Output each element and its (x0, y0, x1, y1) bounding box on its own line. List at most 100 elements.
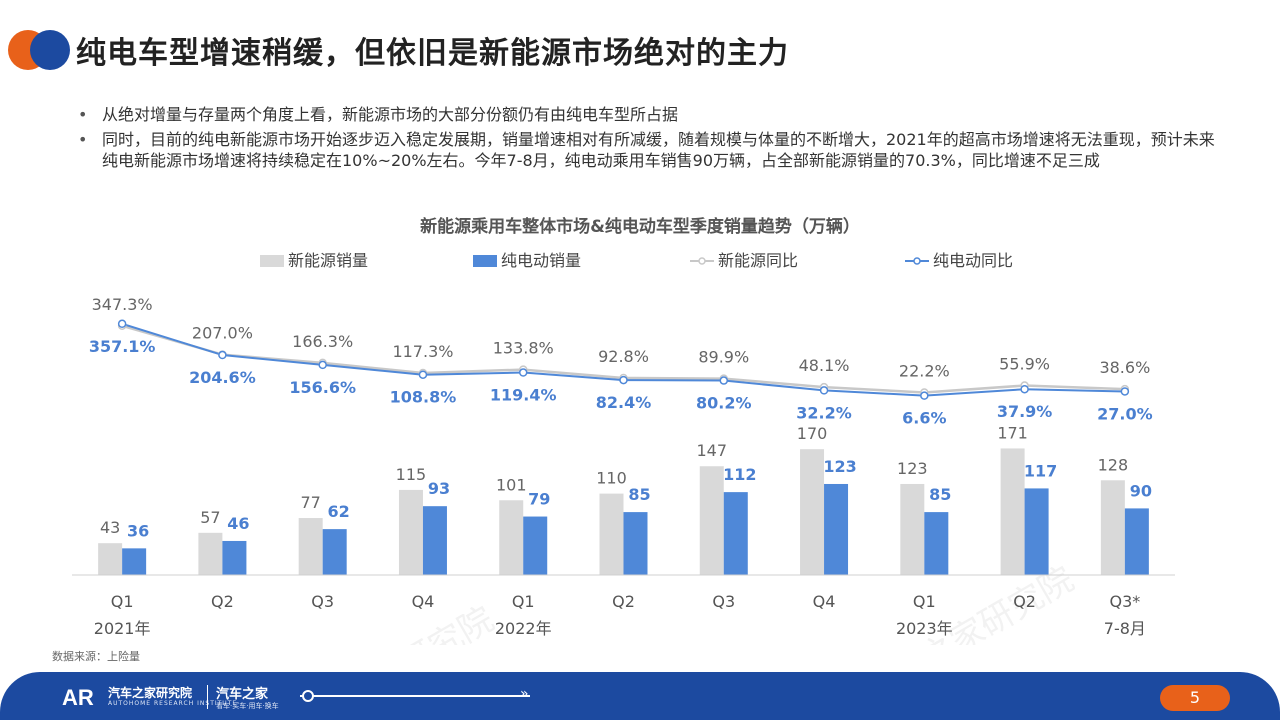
legend-item: 纯电动同比 (905, 251, 1013, 270)
bar-pure-ev (1124, 508, 1149, 575)
autohome-research-logo-icon: AR (62, 686, 94, 708)
page-title: 纯电车型增速稍缓，但依旧是新能源市场绝对的主力 (76, 36, 789, 71)
bar-pure-ev (924, 512, 949, 575)
bar-total (900, 483, 925, 575)
bar-pure-ev-label: 90 (1130, 481, 1152, 500)
bar-pure-ev (322, 529, 347, 575)
page-number: 5 (1160, 685, 1230, 711)
bar-pure-ev-label: 123 (823, 457, 856, 476)
x-axis: Q1 Q2 Q3 Q4 Q1 Q2 Q3 Q4 Q1 Q2 Q3* 2021年 2022年 2023年 7-… (72, 574, 1175, 638)
total-yoy-label: 207.0% (192, 324, 253, 343)
point-pure-ev-yoy (1020, 384, 1029, 394)
bar-pure-ev-label: 117 (1024, 461, 1057, 480)
bar-pure-ev (1024, 488, 1049, 575)
total-yoy-label: 38.6% (1099, 358, 1150, 377)
x-group-label: 2021年 (94, 619, 151, 638)
bar-pure-ev (422, 506, 447, 575)
point-pure-ev-yoy (819, 386, 829, 395)
bar-total-label: 110 (596, 469, 627, 488)
x-tick-label: Q4 (813, 592, 836, 611)
bar-total-label: 77 (301, 493, 321, 512)
legend-item: 新能源销量 (260, 251, 368, 270)
pure-ev-yoy-label: 108.8% (390, 388, 457, 407)
pure-ev-yoy-label: 357.1% (89, 337, 156, 356)
bullet-item: 同时，目前的纯电新能源市场开始逐步迈入稳定发展期，销量增速相对有所减缓，随着规模… (78, 129, 1218, 171)
point-pure-ev-yoy (218, 350, 227, 360)
bar-total (800, 449, 825, 575)
total-yoy-label: 347.3% (92, 295, 153, 314)
point-pure-ev-yoy (920, 391, 929, 400)
chart-legend: 新能源销量 纯电动销量 新能源同比 纯电动同比 (260, 251, 1013, 270)
bar-total-label: 101 (496, 475, 527, 494)
pure-ev-yoy-label: 82.4% (596, 393, 652, 412)
bar-total-label: 128 (1098, 455, 1129, 474)
total-yoy-label: 48.1% (799, 356, 850, 375)
brand-name: 汽车之家研究院 (108, 686, 193, 700)
point-pure-ev-yoy (117, 319, 127, 329)
bar-pure-ev-label: 85 (628, 485, 650, 504)
chart-title: 新能源乘用车整体市场&纯电动车型季度销量趋势（万辆） (420, 217, 860, 237)
total-yoy-label: 22.2% (899, 361, 950, 380)
pure-ev-yoy-label: 204.6% (189, 368, 256, 387)
legend-label: 新能源同比 (718, 251, 798, 270)
progress-knob-icon (302, 690, 314, 702)
legend-swatch (260, 255, 284, 267)
legend-label: 纯电动销量 (501, 251, 581, 270)
bar-pure-ev-label: 46 (227, 514, 249, 533)
total-yoy-label: 92.8% (598, 347, 649, 366)
x-group-label: 7-8月 (1104, 619, 1146, 638)
bar-total (499, 500, 524, 575)
double-chevron-right-icon: » (520, 686, 529, 702)
x-tick-label: Q1 (111, 592, 134, 611)
data-source-note: 数据来源：上险量 (52, 650, 140, 663)
bullet-item: 从绝对增量与存量两个角度上看，新能源市场的大部分份额仍有由纯电车型所占据 (78, 104, 1218, 125)
bar-pure-ev-label: 93 (428, 479, 450, 498)
x-tick-label: Q1 (512, 592, 535, 611)
legend-swatch (473, 255, 497, 267)
x-tick-label: Q2 (211, 592, 234, 611)
x-tick-label: Q2 (1013, 592, 1036, 611)
bar-total (599, 493, 624, 575)
pure-ev-yoy-label: 80.2% (696, 394, 752, 413)
point-pure-ev-yoy (1120, 387, 1130, 396)
autohome-slogan: 看车·买车·用车·换车 (216, 702, 279, 710)
legend-label: 纯电动同比 (933, 251, 1013, 270)
total-yoy-label: 133.8% (493, 339, 554, 358)
bar-pure-ev-label: 62 (328, 502, 350, 521)
bar-pure-ev (523, 516, 548, 575)
bar-pure-ev (623, 512, 648, 575)
legend-label: 新能源销量 (288, 251, 368, 270)
legend-item: 纯电动销量 (473, 251, 581, 270)
legend-item: 新能源同比 (690, 251, 798, 270)
bar-total-label: 147 (696, 441, 727, 460)
blue-dot-icon (30, 30, 70, 70)
bar-total (1000, 448, 1025, 575)
bar-total (98, 543, 123, 575)
point-pure-ev-yoy (418, 370, 428, 379)
legend-marker (913, 257, 921, 265)
progress-line (300, 695, 530, 697)
total-yoy-label: 166.3% (292, 332, 353, 351)
legend-marker (698, 257, 706, 265)
x-tick-label: Q2 (612, 592, 635, 611)
bar-pure-ev-label: 79 (528, 490, 550, 509)
x-tick-label: Q3 (712, 592, 735, 611)
bar-total (198, 532, 223, 575)
brand-subtitle: AUTOHOME RESEARCH INSTITUTE (108, 700, 238, 707)
bar-pure-ev (723, 492, 748, 575)
bar-total-label: 170 (797, 424, 828, 443)
point-pure-ev-yoy (719, 376, 729, 385)
bar-group (98, 448, 1149, 575)
total-yoy-label: 55.9% (999, 355, 1050, 374)
bar-total-label: 171 (997, 423, 1028, 442)
bar-pure-ev (222, 540, 247, 575)
bar-total-label: 123 (897, 459, 928, 478)
watermark-text: 汽车之家研究院 (275, 599, 501, 645)
bar-total-label: 43 (100, 518, 120, 537)
pure-ev-yoy-label: 156.6% (289, 378, 356, 397)
point-pure-ev-yoy (518, 368, 528, 377)
x-tick-label: Q3* (1109, 592, 1140, 611)
bar-pure-ev (122, 548, 147, 575)
